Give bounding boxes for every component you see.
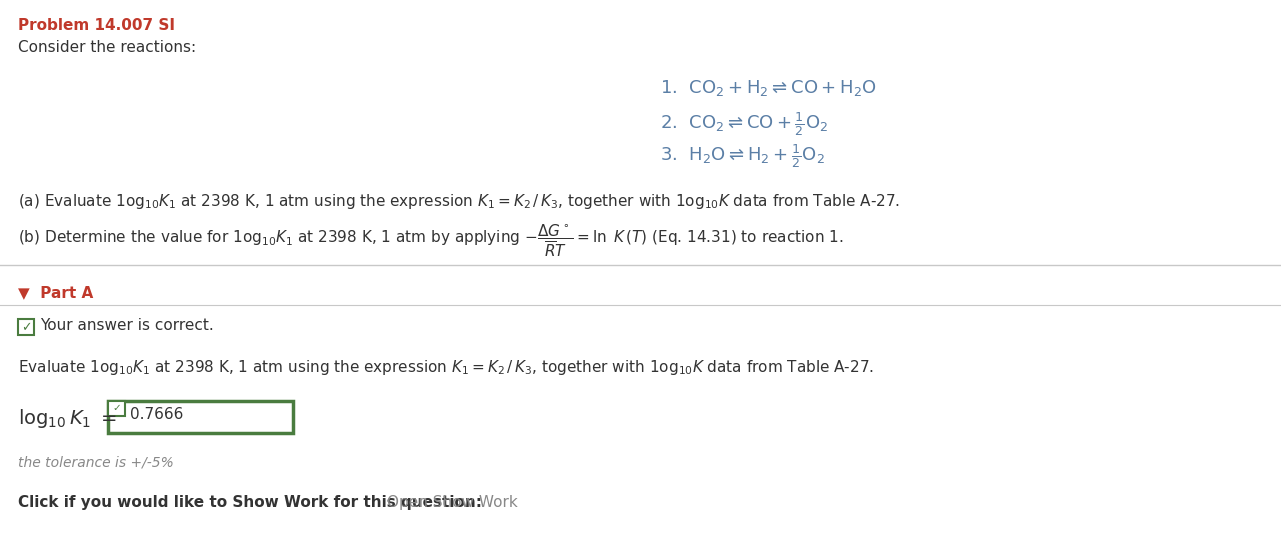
Text: ▼  Part A: ▼ Part A (18, 285, 94, 300)
FancyBboxPatch shape (108, 401, 126, 416)
Text: the tolerance is +/-5%: the tolerance is +/-5% (18, 455, 174, 469)
Text: 1.  $\mathrm{CO_2 + H_2 \rightleftharpoons CO + H_2O}$: 1. $\mathrm{CO_2 + H_2 \rightleftharpoon… (660, 78, 876, 98)
Text: (b) Determine the value for $\mathrm{1og_{10}}K_1$ at 2398 K, 1 atm by applying : (b) Determine the value for $\mathrm{1og… (18, 222, 843, 259)
Text: 0.7666: 0.7666 (129, 407, 183, 422)
Text: Click if you would like to Show Work for this question:: Click if you would like to Show Work for… (18, 495, 482, 510)
Text: 3.  $\mathrm{H_2O \rightleftharpoons H_2 + \frac{1}{2}O_2}$: 3. $\mathrm{H_2O \rightleftharpoons H_2 … (660, 142, 825, 170)
FancyBboxPatch shape (108, 401, 293, 433)
Text: Your answer is correct.: Your answer is correct. (40, 318, 214, 333)
Text: $\log_{10}K_1\; =$: $\log_{10}K_1\; =$ (18, 407, 117, 430)
Text: Evaluate $\mathrm{1og_{10}}K_1$ at 2398 K, 1 atm using the expression $K_1 = K_2: Evaluate $\mathrm{1og_{10}}K_1$ at 2398 … (18, 358, 874, 377)
Text: (a) Evaluate $\mathrm{1og_{10}}K_1$ at 2398 K, 1 atm using the expression $K_1 =: (a) Evaluate $\mathrm{1og_{10}}K_1$ at 2… (18, 192, 901, 211)
Text: ✓: ✓ (20, 321, 31, 334)
Text: Problem 14.007 SI: Problem 14.007 SI (18, 18, 175, 33)
Text: ✓: ✓ (113, 403, 120, 413)
FancyBboxPatch shape (18, 319, 35, 335)
Text: Consider the reactions:: Consider the reactions: (18, 40, 196, 55)
Text: Open Show Work: Open Show Work (387, 495, 518, 510)
Text: 2.  $\mathrm{CO_2 \rightleftharpoons CO + \frac{1}{2}O_2}$: 2. $\mathrm{CO_2 \rightleftharpoons CO +… (660, 110, 829, 138)
